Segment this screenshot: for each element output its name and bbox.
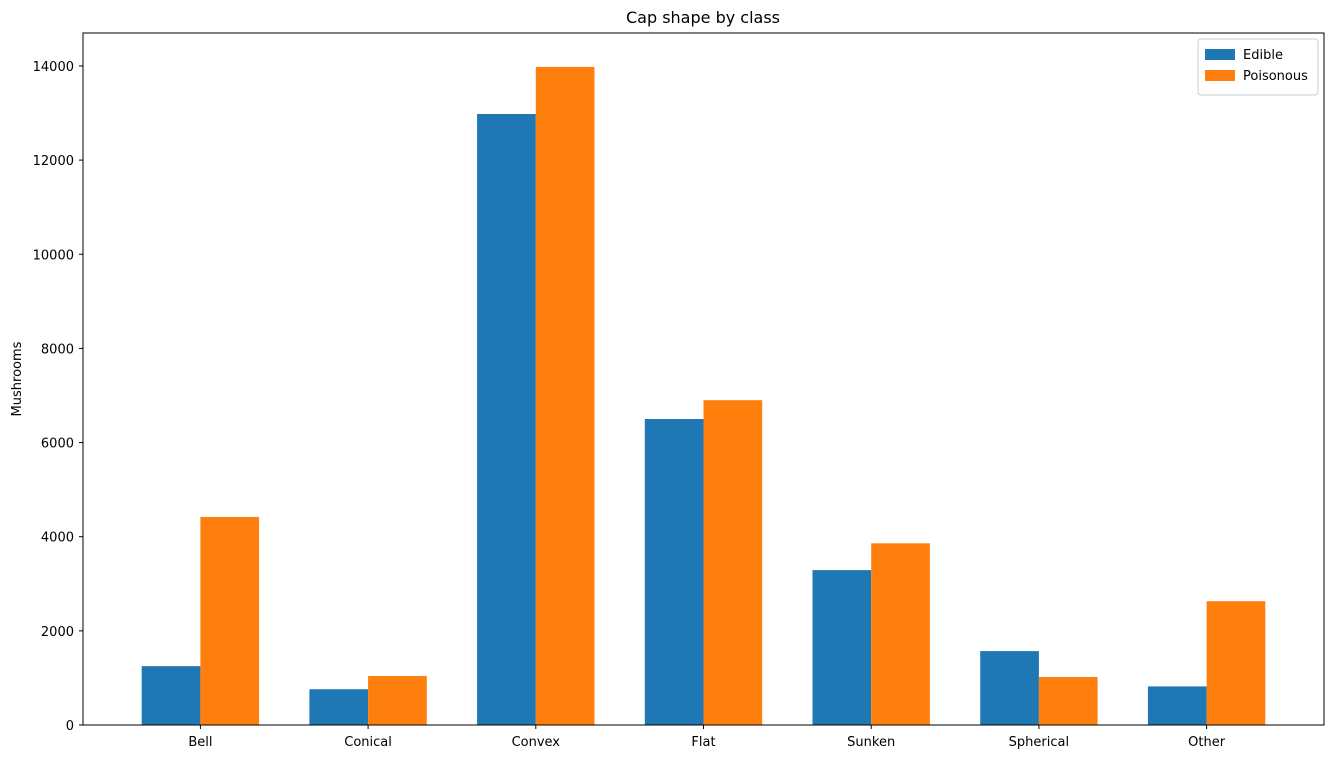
bar-poisonous-sunken	[871, 543, 930, 725]
y-tick-label: 0	[66, 719, 74, 734]
bar-edible-convex	[477, 113, 536, 726]
y-axis-ticks: 0 2000 4000 6000 8000 10000 12000 14000	[33, 60, 83, 734]
y-axis-label: Mushrooms	[10, 341, 25, 416]
bar-poisonous-other	[1206, 601, 1266, 725]
y-tick-label: 14000	[33, 60, 74, 75]
x-tick-label: Sunken	[847, 735, 895, 750]
bar-edible-spherical	[980, 651, 1039, 725]
x-tick-label: Spherical	[1009, 735, 1069, 750]
bar-edible-flat	[644, 419, 704, 725]
bar-edible-conical	[309, 689, 369, 725]
y-tick-label: 6000	[41, 437, 74, 452]
bars-group	[141, 66, 1266, 726]
bar-edible-bell	[141, 666, 201, 725]
chart-title: Cap shape by class	[626, 8, 780, 27]
x-tick-label: Other	[1188, 735, 1226, 750]
x-tick-label: Flat	[691, 735, 715, 750]
x-axis-ticks: Bell Conical Convex Flat Sunken Spherical Othe…	[188, 725, 1226, 750]
bar-poisonous-spherical	[1038, 676, 1098, 725]
y-tick-label: 12000	[33, 154, 74, 169]
y-tick-label: 8000	[41, 342, 74, 357]
legend-label-poisonous: Poisonous	[1243, 69, 1308, 84]
legend: Edible Poisonous	[1197, 38, 1319, 96]
legend-label-edible: Edible	[1243, 48, 1283, 63]
x-tick-label: Bell	[188, 735, 212, 750]
bar-poisonous-flat	[703, 400, 763, 725]
legend-swatch-edible	[1205, 49, 1235, 60]
x-tick-label: Convex	[512, 735, 561, 750]
plot-area-frame	[82, 32, 1325, 726]
bar-poisonous-conical	[368, 676, 427, 725]
bar-edible-sunken	[812, 570, 872, 725]
y-tick-label: 4000	[41, 531, 74, 546]
bar-poisonous-convex	[535, 66, 595, 726]
bar-edible-other	[1147, 686, 1207, 725]
y-tick-label: 10000	[33, 248, 74, 263]
legend-swatch-poisonous	[1205, 70, 1235, 81]
bar-poisonous-bell	[200, 516, 260, 725]
y-tick-label: 2000	[41, 625, 74, 640]
x-tick-label: Conical	[344, 735, 392, 750]
